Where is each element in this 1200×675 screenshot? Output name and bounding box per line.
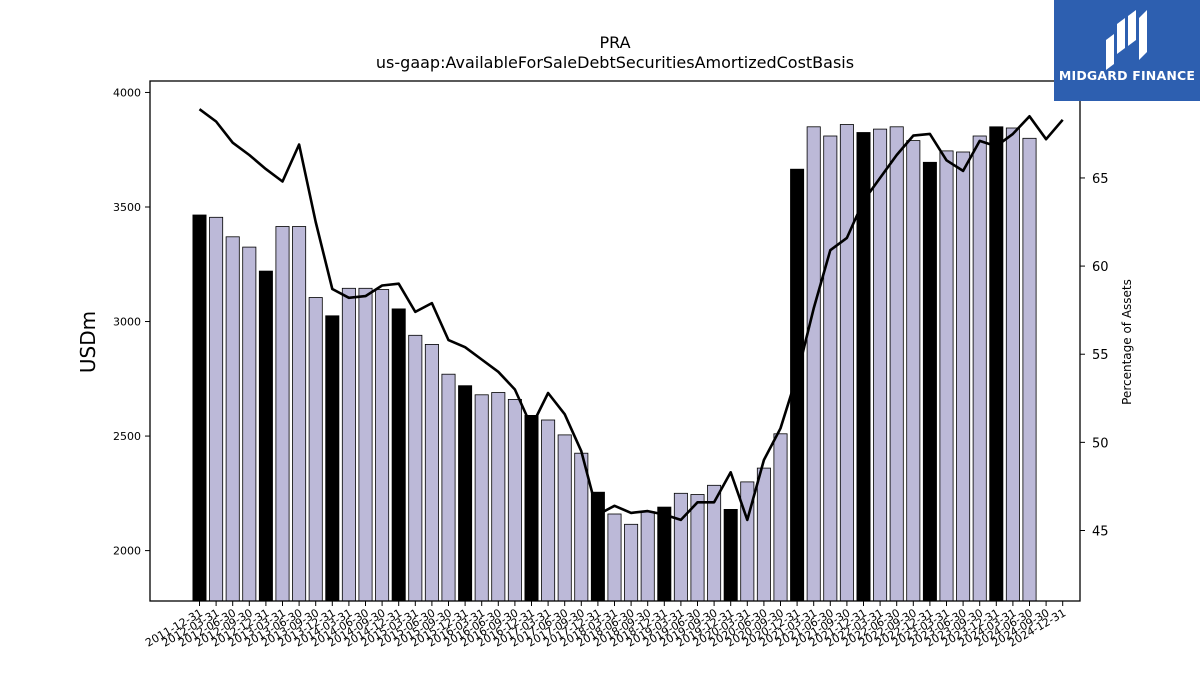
bar	[292, 226, 307, 602]
bar	[624, 523, 639, 602]
bar	[590, 491, 605, 602]
bar	[391, 308, 406, 602]
bar	[1022, 137, 1037, 602]
chart-title: PRA	[599, 33, 630, 52]
bar	[491, 392, 506, 602]
y-right-tick-label: 50	[1092, 436, 1109, 451]
bar	[209, 216, 224, 602]
bar	[806, 126, 821, 602]
bar-series	[192, 124, 1037, 602]
bar	[756, 467, 771, 602]
y-right-tick-label: 55	[1092, 348, 1109, 363]
bar	[673, 492, 688, 602]
y-axis-label-left: USDm	[76, 311, 100, 373]
bar	[939, 150, 954, 602]
bar	[358, 287, 373, 602]
bar	[640, 511, 655, 602]
y-right-tick-label: 45	[1092, 524, 1109, 539]
y-tick-label: 3000	[113, 316, 141, 329]
bar	[773, 433, 788, 602]
bar	[275, 226, 290, 602]
logo-mark-icon	[1106, 10, 1147, 70]
chart-subtitle: us-gaap:AvailableForSaleDebtSecuritiesAm…	[376, 53, 854, 72]
y-axis-right: 45 50 55 60 65	[1080, 172, 1109, 539]
bar	[424, 343, 439, 602]
bar	[441, 373, 456, 602]
bar	[474, 394, 489, 602]
logo: MIDGARD FINANCE	[1054, 0, 1200, 101]
bar	[225, 236, 240, 602]
bar	[657, 506, 672, 602]
line-series	[198, 108, 1064, 522]
bar	[873, 128, 888, 602]
y-tick-label: 3500	[113, 201, 141, 214]
bar	[823, 135, 838, 602]
bar	[541, 419, 556, 602]
bar	[790, 168, 805, 602]
bar	[889, 126, 904, 602]
bar	[922, 161, 937, 602]
bar	[574, 452, 589, 602]
bar	[1005, 127, 1020, 602]
bar	[839, 124, 854, 602]
logo-brand-text: MIDGARD FINANCE	[1058, 68, 1196, 83]
bar	[242, 246, 257, 602]
bar	[607, 513, 622, 602]
x-axis: 2011-12-312012-03-312012-06-302012-09-30…	[143, 601, 1068, 650]
bar	[557, 434, 572, 602]
bar	[723, 508, 738, 602]
bar	[972, 135, 987, 602]
y-axis-left: 2000 2500 3000 3500 4000	[113, 86, 150, 558]
y-right-tick-label: 60	[1092, 260, 1109, 275]
bar	[325, 315, 340, 602]
bar	[956, 151, 971, 602]
bar	[341, 287, 356, 602]
y-tick-label: 2000	[113, 545, 141, 558]
bar	[375, 289, 390, 602]
y-right-tick-label: 65	[1092, 172, 1109, 187]
bar	[507, 398, 522, 602]
bar	[258, 270, 273, 602]
bar	[458, 385, 473, 602]
y-tick-label: 4000	[113, 86, 141, 99]
y-tick-label: 2500	[113, 430, 141, 443]
line-path	[198, 108, 1064, 522]
bar	[408, 334, 423, 602]
bar	[690, 494, 705, 602]
bar	[192, 214, 207, 602]
bar	[524, 414, 539, 602]
bar	[989, 126, 1004, 602]
y-axis-label-right: Percentage of Assets	[1120, 279, 1134, 405]
bar	[308, 297, 323, 602]
bar	[906, 140, 921, 602]
